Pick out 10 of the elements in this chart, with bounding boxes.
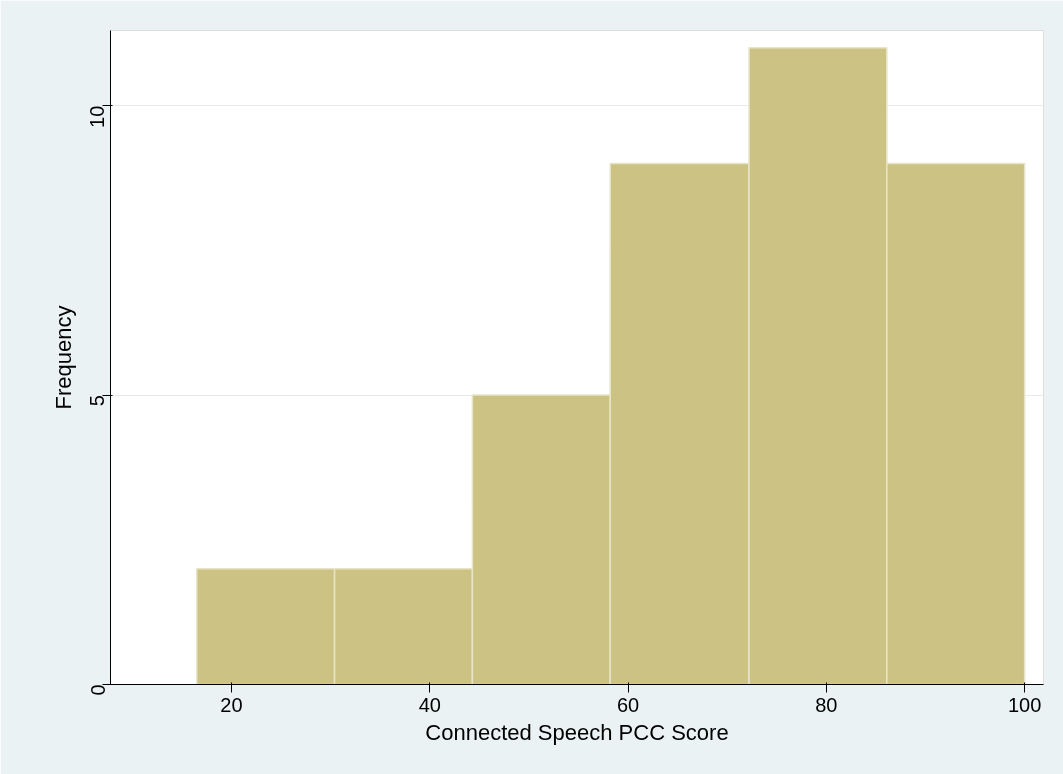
x-tick-label: 80 [815, 693, 838, 716]
x-tick-label: 100 [1007, 693, 1042, 716]
y-tick-label: 0 [86, 684, 109, 696]
y-axis-title: Frequency [50, 305, 76, 410]
x-tick-label: 60 [616, 693, 640, 716]
y-tick-label: 10 [86, 105, 109, 128]
y-tick-label: 5 [86, 395, 109, 407]
x-tick-label: 20 [220, 693, 243, 716]
x-tick-label: 40 [418, 693, 441, 716]
x-axis-title: Connected Speech PCC Score [425, 719, 729, 745]
